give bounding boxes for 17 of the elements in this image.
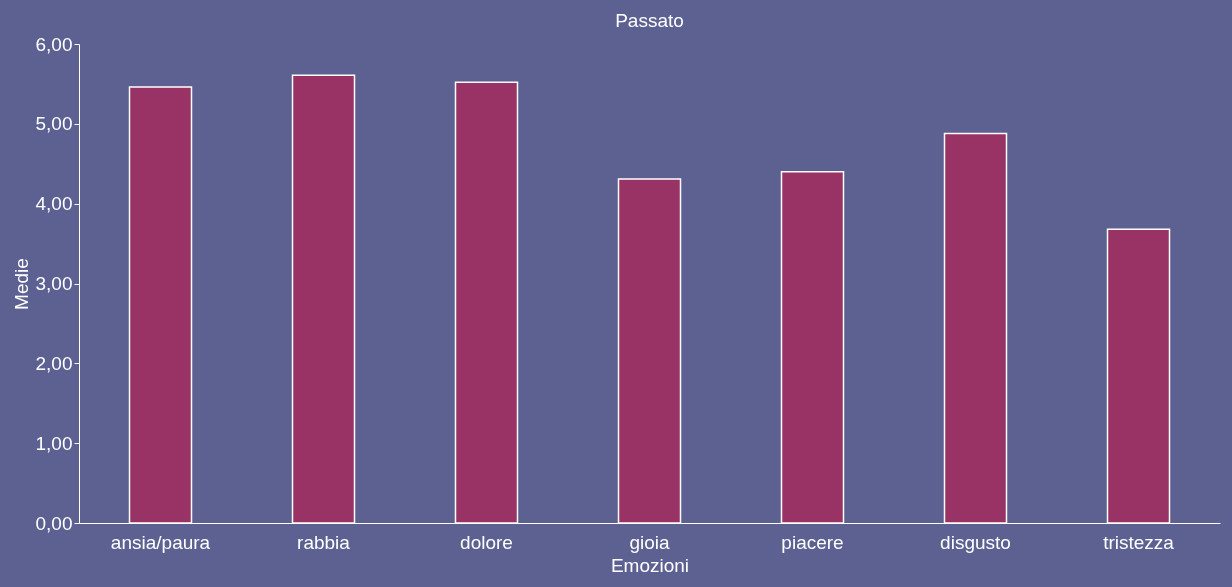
x-axis-title: Emozioni bbox=[610, 554, 690, 576]
y-tick-label: 4,00 bbox=[35, 193, 73, 215]
y-tick-label: 3,00 bbox=[35, 273, 73, 294]
y-tick-label: 1,00 bbox=[35, 432, 73, 454]
x-tick-label: piacere bbox=[781, 531, 844, 553]
y-tick-label: 5,00 bbox=[35, 113, 73, 135]
y-axis-title: Medie bbox=[10, 258, 32, 310]
x-tick-label: gioia bbox=[629, 531, 670, 553]
x-tick-label: tristezza bbox=[1103, 531, 1175, 553]
y-tick-label: 0,00 bbox=[35, 512, 73, 534]
chart-title: Passato bbox=[615, 10, 684, 31]
y-tick-label: 2,00 bbox=[35, 352, 73, 374]
y-tick-label: 6,00 bbox=[35, 33, 73, 55]
x-tick-label: dolore bbox=[460, 531, 513, 553]
x-tick-label: ansia/paura bbox=[110, 531, 211, 553]
x-tick-label: disgusto bbox=[940, 531, 1011, 553]
x-tick-label: rabbia bbox=[297, 531, 351, 553]
